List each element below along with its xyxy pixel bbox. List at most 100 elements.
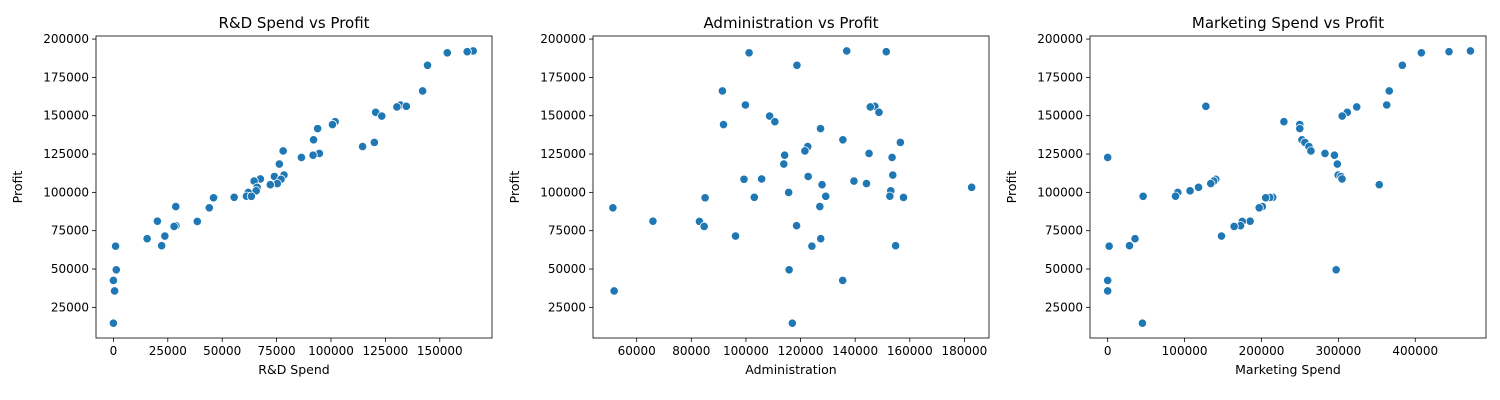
data-point: [308, 150, 318, 160]
data-point: [849, 176, 859, 186]
x-tick-label: 180000: [942, 344, 988, 358]
data-point: [392, 102, 402, 112]
plot-area-frame: [592, 35, 990, 339]
y-tick-label: 150000: [43, 109, 89, 123]
x-tick-label: 0: [1104, 344, 1112, 358]
data-point: [784, 265, 794, 275]
data-point: [718, 119, 729, 130]
x-tick-label: 400000: [1392, 344, 1438, 358]
y-tick-label: 100000: [43, 185, 89, 199]
data-point: [108, 318, 119, 328]
data-point: [1170, 191, 1181, 201]
data-point: [874, 107, 884, 117]
data-point: [308, 135, 319, 145]
data-point: [1465, 46, 1476, 56]
x-tick-label: 200000: [1239, 344, 1285, 358]
x-tick-label: 140000: [832, 344, 878, 358]
data-point: [1261, 193, 1271, 203]
data-point: [422, 60, 433, 70]
data-point: [1201, 101, 1211, 111]
data-point: [152, 216, 163, 226]
data-point: [816, 234, 826, 244]
y-tick-label: 25000: [1045, 300, 1083, 314]
data-point: [1103, 275, 1113, 286]
data-point: [1216, 231, 1227, 241]
data-point: [1229, 221, 1239, 231]
x-axis-label: Administration: [745, 362, 836, 377]
data-point: [110, 241, 121, 251]
data-point: [278, 146, 288, 156]
y-tick-label: 25000: [51, 300, 89, 314]
data-point: [418, 86, 428, 96]
data-point: [744, 48, 754, 58]
y-tick-label: 50000: [1045, 262, 1083, 276]
data-point: [821, 191, 831, 201]
y-tick-label: 75000: [1045, 224, 1083, 238]
data-point: [357, 141, 368, 152]
data-point: [861, 178, 872, 189]
data-point: [800, 146, 810, 156]
data-point: [1444, 47, 1454, 57]
data-point: [1352, 102, 1362, 112]
data-point: [865, 102, 875, 112]
x-tick-label: 125000: [362, 344, 408, 358]
chart-panel-3: 0 100000 200000 300000 400000 25000 50000 75000…: [1004, 14, 1487, 377]
data-point: [749, 192, 759, 202]
data-point: [740, 100, 751, 110]
x-tick-label: 100000: [308, 344, 354, 358]
data-point: [885, 191, 895, 201]
data-point: [608, 203, 618, 213]
x-tick-label: 100000: [1162, 344, 1208, 358]
chart-title: Marketing Spend vs Profit: [1192, 14, 1384, 32]
data-point: [864, 148, 874, 159]
plot-area-frame: [1089, 35, 1487, 339]
data-point: [377, 111, 387, 121]
y-tick-label: 150000: [540, 109, 586, 123]
data-point: [1193, 182, 1204, 192]
x-tick-label: 0: [110, 344, 118, 358]
y-tick-label: 200000: [43, 32, 89, 46]
data-point: [891, 241, 901, 251]
data-point: [169, 221, 179, 231]
data-point: [699, 221, 709, 231]
data-point: [1306, 146, 1316, 156]
data-point: [1137, 318, 1148, 328]
y-tick-label: 125000: [43, 147, 89, 161]
x-tick-label: 120000: [778, 344, 824, 358]
y-tick-label: 175000: [1037, 70, 1083, 84]
data-point: [204, 203, 214, 213]
data-point: [881, 47, 891, 57]
data-point: [700, 193, 710, 203]
x-axis-label: Marketing Spend: [1235, 362, 1341, 377]
y-tick-label: 150000: [1037, 109, 1083, 123]
data-point: [1295, 124, 1305, 134]
data-point: [838, 275, 848, 286]
data-point: [739, 174, 749, 184]
data-point: [327, 119, 338, 130]
data-point: [817, 180, 827, 190]
y-tick-label: 125000: [540, 147, 586, 161]
x-tick-label: 100000: [723, 344, 769, 358]
data-point: [401, 101, 411, 111]
y-tick-label: 25000: [548, 300, 586, 314]
data-point: [1332, 159, 1342, 169]
x-tick-label: 25000: [149, 344, 187, 358]
data-point: [895, 137, 905, 147]
x-tick-label: 300000: [1315, 344, 1361, 358]
data-point: [1138, 191, 1148, 201]
data-point: [246, 191, 256, 201]
data-point: [779, 159, 789, 169]
data-point: [462, 47, 472, 57]
y-tick-label: 100000: [1037, 185, 1083, 199]
data-point: [1104, 241, 1114, 251]
y-tick-label: 175000: [540, 70, 586, 84]
x-tick-label: 75000: [257, 344, 295, 358]
data-point: [842, 46, 852, 56]
x-tick-label: 60000: [618, 344, 656, 358]
data-point: [442, 48, 452, 58]
data-point: [770, 117, 780, 127]
data-point: [1254, 203, 1264, 213]
x-tick-label: 50000: [203, 344, 241, 358]
data-point: [648, 216, 658, 226]
